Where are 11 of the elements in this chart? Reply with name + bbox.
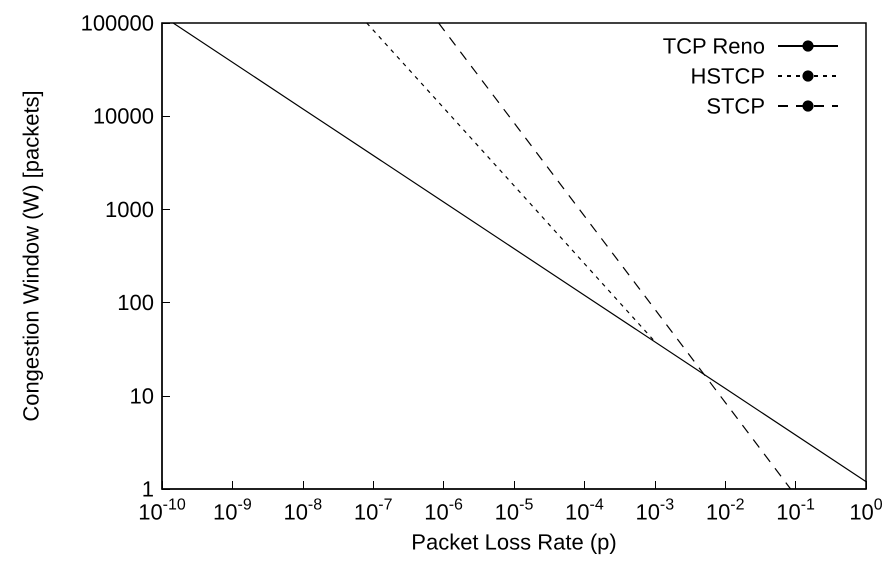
y-axis-title: Congestion Window (W) [packets] <box>18 90 44 422</box>
legend-label: HSTCP <box>690 64 765 88</box>
y-tick-label: 10000 <box>92 104 154 129</box>
y-tick-label: 100 <box>117 290 154 316</box>
y-tick-label: 100000 <box>80 10 154 36</box>
y-tick-label: 10 <box>130 383 154 408</box>
y-tick-label: 1000 <box>105 196 154 222</box>
legend-label: TCP Reno <box>662 34 765 58</box>
legend-label: STCP <box>706 94 765 118</box>
y-tick-label: 1 <box>142 476 154 502</box>
x-axis-title: Packet Loss Rate (p) <box>411 530 617 554</box>
